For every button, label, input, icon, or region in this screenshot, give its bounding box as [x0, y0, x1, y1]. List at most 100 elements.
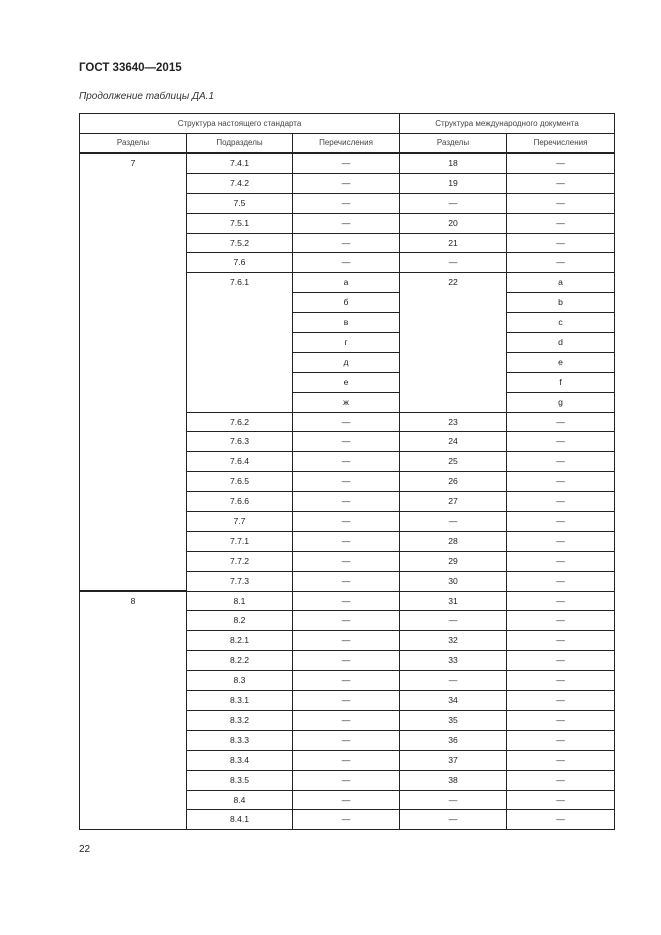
subsection-cell: 8.2	[186, 610, 293, 632]
intl-section-cell: 27	[399, 491, 508, 513]
enumeration-cell: —	[291, 451, 401, 473]
intl-enumeration-cell: —	[506, 610, 616, 632]
intl-enumeration-cell: —	[506, 252, 616, 274]
enumeration-cell: —	[291, 690, 401, 711]
table-row: 7.6.6—27—	[80, 491, 616, 513]
subsection-cell: 7.6.3	[186, 431, 293, 453]
intl-section-cell: —	[399, 789, 508, 811]
table-row: 7.5.1—20—	[80, 212, 616, 234]
intl-enumeration-cell: —	[506, 670, 616, 692]
intl-enumeration-cell: —	[506, 451, 616, 473]
table-row: 7.6.5—26—	[80, 471, 616, 493]
intl-section-cell: 26	[399, 471, 508, 493]
intl-enumeration-cell: d	[506, 332, 616, 353]
intl-enumeration-cell: —	[506, 530, 616, 552]
column-header: Перечисления	[506, 133, 616, 154]
intl-section-cell: —	[399, 610, 508, 632]
intl-enumeration-cell: —	[506, 232, 616, 254]
intl-section-cell: 33	[399, 650, 508, 672]
subsection-cell: 8.3.1	[186, 690, 293, 711]
enumeration-cell: —	[291, 212, 401, 234]
enumeration-cell: —	[291, 610, 401, 632]
enumeration-cell: —	[291, 570, 401, 592]
subsection-cell: 7.7.1	[186, 530, 293, 552]
group-header-international: Структура международного документа	[399, 113, 616, 134]
enumeration-cell: д	[291, 351, 401, 373]
subsection-cell: 7.6.4	[186, 451, 293, 473]
intl-section-cell: 28	[399, 530, 508, 552]
document-title: ГОСТ 33640—2015	[79, 62, 182, 74]
enumeration-cell: —	[291, 232, 401, 254]
table-row: 8.3.1—34—	[80, 690, 616, 711]
table-row: 8.3.5—38—	[80, 769, 616, 791]
table-row: 7.7.3—30—	[80, 570, 616, 592]
intl-section-cell: 32	[399, 630, 508, 652]
intl-enumeration-cell: —	[506, 650, 616, 672]
enumeration-cell: а	[291, 272, 401, 294]
table-row: 7.6.4—25—	[80, 451, 616, 473]
subsection-cell: 7.7.3	[186, 570, 293, 592]
enumeration-cell: —	[291, 411, 401, 433]
intl-enumeration-cell: —	[506, 789, 616, 811]
intl-section-cell: 31	[399, 590, 508, 612]
column-header: Подразделы	[186, 133, 293, 154]
enumeration-cell: —	[291, 511, 401, 532]
enumeration-cell: г	[291, 332, 401, 353]
enumeration-cell: —	[291, 550, 401, 572]
subsection-cell: 8.3.3	[186, 729, 293, 751]
enumeration-cell: —	[291, 630, 401, 652]
intl-enumeration-cell: —	[506, 471, 616, 493]
enumeration-cell: —	[291, 769, 401, 791]
intl-enumeration-cell: —	[506, 590, 616, 612]
column-header: Разделы	[79, 133, 187, 154]
section-cell: 8	[79, 590, 187, 831]
enumeration-cell: —	[291, 431, 401, 453]
intl-enumeration-cell: —	[506, 729, 616, 751]
subsection-cell: 8.2.2	[186, 650, 293, 672]
column-header-row: Разделы Подразделы Перечисления Разделы …	[79, 133, 616, 154]
subsection-cell: 7.5.1	[186, 212, 293, 234]
intl-section-cell: 24	[399, 431, 508, 453]
intl-enumeration-cell: —	[506, 172, 616, 194]
column-header: Разделы	[399, 133, 508, 154]
enumeration-cell: —	[291, 530, 401, 552]
enumeration-cell: —	[291, 749, 401, 771]
page-number: 22	[79, 844, 91, 855]
subsection-cell: 8.4.1	[186, 809, 293, 831]
enumeration-cell: —	[291, 252, 401, 274]
enumeration-cell: е	[291, 371, 401, 393]
enumeration-cell: —	[291, 172, 401, 194]
intl-enumeration-cell: —	[506, 411, 616, 433]
intl-enumeration-cell: e	[506, 351, 616, 373]
subsection-cell: 8.3.2	[186, 709, 293, 731]
subsection-cell: 8.3.5	[186, 769, 293, 791]
intl-section-cell: 29	[399, 550, 508, 572]
enumeration-cell: в	[291, 312, 401, 334]
subsection-cell: 7.6	[186, 252, 293, 274]
table-row: 8.3.2—35—	[80, 709, 616, 731]
enumeration-cell: —	[291, 670, 401, 692]
intl-enumeration-cell: —	[506, 690, 616, 711]
intl-enumeration-cell: a	[506, 272, 616, 294]
table-row: 8 8.1—31—	[79, 590, 616, 831]
enumeration-cell: —	[291, 729, 401, 751]
enumeration-cell: —	[291, 192, 401, 214]
intl-section-cell: —	[399, 192, 508, 214]
intl-section-cell: 30	[399, 570, 508, 592]
intl-enumeration-cell: c	[506, 312, 616, 334]
subsection-cell: 7.6.6	[186, 491, 293, 513]
table-row: 8.3.3—36—	[80, 729, 616, 751]
table-row: 7.7— — —	[80, 511, 616, 532]
subsection-cell: 7.5	[186, 192, 293, 214]
intl-section-cell: 36	[399, 729, 508, 751]
intl-enumeration-cell: g	[506, 391, 616, 413]
enumeration-cell: —	[291, 789, 401, 811]
intl-section-cell: —	[399, 809, 508, 831]
subsection-cell: 7.7.2	[186, 550, 293, 572]
intl-enumeration-cell: —	[506, 570, 616, 592]
group-header-this-standard: Структура настоящего стандарта	[78, 113, 401, 134]
column-header: Перечисления	[291, 133, 401, 154]
intl-enumeration-cell: —	[506, 212, 616, 234]
enumeration-cell: б	[291, 292, 401, 314]
